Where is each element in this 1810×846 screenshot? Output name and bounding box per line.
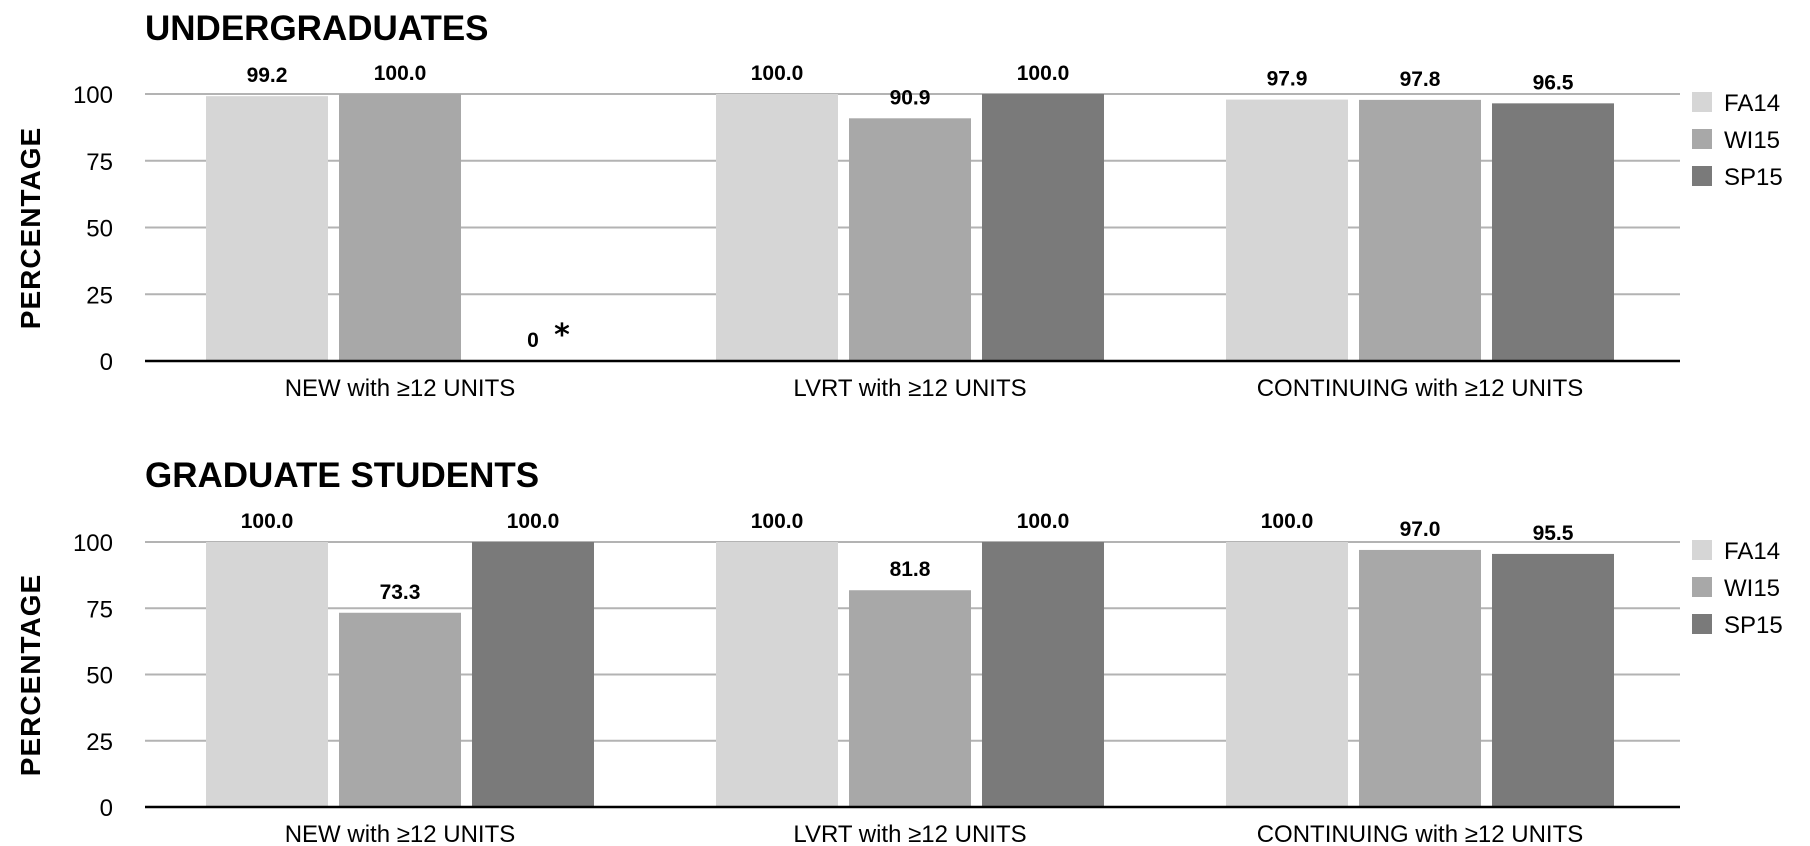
- annotation-asterisk: *: [554, 318, 570, 353]
- bar-fa14: [716, 94, 838, 361]
- bar-sp15: [982, 542, 1104, 807]
- data-label: 90.9: [890, 86, 931, 109]
- data-label: 97.8: [1400, 68, 1441, 91]
- x-tick-label: LVRT with ≥12 UNITS: [793, 821, 1026, 846]
- bar-sp15: [472, 542, 594, 807]
- x-tick-label: NEW with ≥12 UNITS: [285, 821, 516, 846]
- bar-wi15: [339, 94, 461, 361]
- legend-label: FA14: [1724, 538, 1780, 565]
- data-label: 100.0: [241, 510, 294, 533]
- x-tick-label: CONTINUING with ≥12 UNITS: [1257, 375, 1584, 402]
- y-tick-label: 25: [86, 729, 113, 756]
- data-label: 100.0: [1261, 510, 1314, 533]
- legend-label: WI15: [1724, 575, 1780, 602]
- legend-swatch-wi15: [1692, 129, 1712, 149]
- legend-label: WI15: [1724, 127, 1780, 154]
- data-label: 100.0: [1017, 510, 1070, 533]
- y-tick-label: 75: [86, 596, 113, 623]
- x-tick-label: LVRT with ≥12 UNITS: [793, 375, 1026, 402]
- data-label: 95.5: [1533, 522, 1574, 545]
- bar-fa14: [1226, 99, 1348, 362]
- data-label: 97.0: [1400, 518, 1441, 541]
- bar-fa14: [716, 542, 838, 807]
- x-tick-label: NEW with ≥12 UNITS: [285, 375, 516, 402]
- bar-wi15: [849, 590, 971, 807]
- y-tick-label: 75: [86, 149, 113, 176]
- data-label: 0: [527, 329, 539, 352]
- bar-fa14: [206, 542, 328, 807]
- y-axis-title: PERCENTAGE: [15, 127, 46, 329]
- y-tick-label: 50: [86, 663, 113, 690]
- data-label: 100.0: [751, 62, 804, 85]
- bar-sp15: [1492, 103, 1614, 361]
- legend-swatch-sp15: [1692, 614, 1712, 634]
- bar-sp15: [1492, 553, 1614, 807]
- chart-title: GRADUATE STUDENTS: [145, 456, 539, 495]
- data-label: 73.3: [380, 581, 421, 604]
- bar-wi15: [1359, 99, 1481, 362]
- legend-label: SP15: [1724, 164, 1783, 191]
- y-tick-label: 0: [100, 795, 113, 822]
- bar-fa14: [1226, 542, 1348, 807]
- data-label: 100.0: [751, 510, 804, 533]
- y-axis-title: PERCENTAGE: [15, 574, 46, 776]
- legend-swatch-fa14: [1692, 540, 1712, 560]
- bar-fa14: [206, 96, 328, 362]
- bar-wi15: [339, 612, 461, 807]
- legend-label: FA14: [1724, 90, 1780, 117]
- x-tick-label: CONTINUING with ≥12 UNITS: [1257, 821, 1584, 846]
- y-tick-label: 50: [86, 216, 113, 243]
- legend-swatch-wi15: [1692, 577, 1712, 597]
- chart-graduate-students: GRADUATE STUDENTS PERCENTAGE 0 25 50 75 100 1…: [15, 456, 1783, 846]
- data-label: 100.0: [374, 62, 427, 85]
- chart-title: UNDERGRADUATES: [145, 9, 489, 48]
- legend-label: SP15: [1724, 612, 1783, 639]
- data-label: 99.2: [247, 64, 288, 87]
- y-tick-label: 0: [100, 349, 113, 376]
- chart-undergraduates: UNDERGRADUATES PERCENTAGE 0 25 50 75 100 99.2…: [15, 9, 1783, 402]
- bar-sp15: [982, 94, 1104, 361]
- data-label: 100.0: [507, 510, 560, 533]
- data-label: 81.8: [890, 558, 931, 581]
- data-label: 97.9: [1267, 68, 1308, 91]
- data-label: 96.5: [1533, 71, 1574, 94]
- y-tick-label: 25: [86, 282, 113, 309]
- bar-wi15: [849, 118, 971, 361]
- data-label: 100.0: [1017, 62, 1070, 85]
- bar-wi15: [1359, 549, 1481, 807]
- legend-swatch-fa14: [1692, 92, 1712, 112]
- y-tick-label: 100: [73, 530, 113, 557]
- legend-swatch-sp15: [1692, 166, 1712, 186]
- y-tick-label: 100: [73, 82, 113, 109]
